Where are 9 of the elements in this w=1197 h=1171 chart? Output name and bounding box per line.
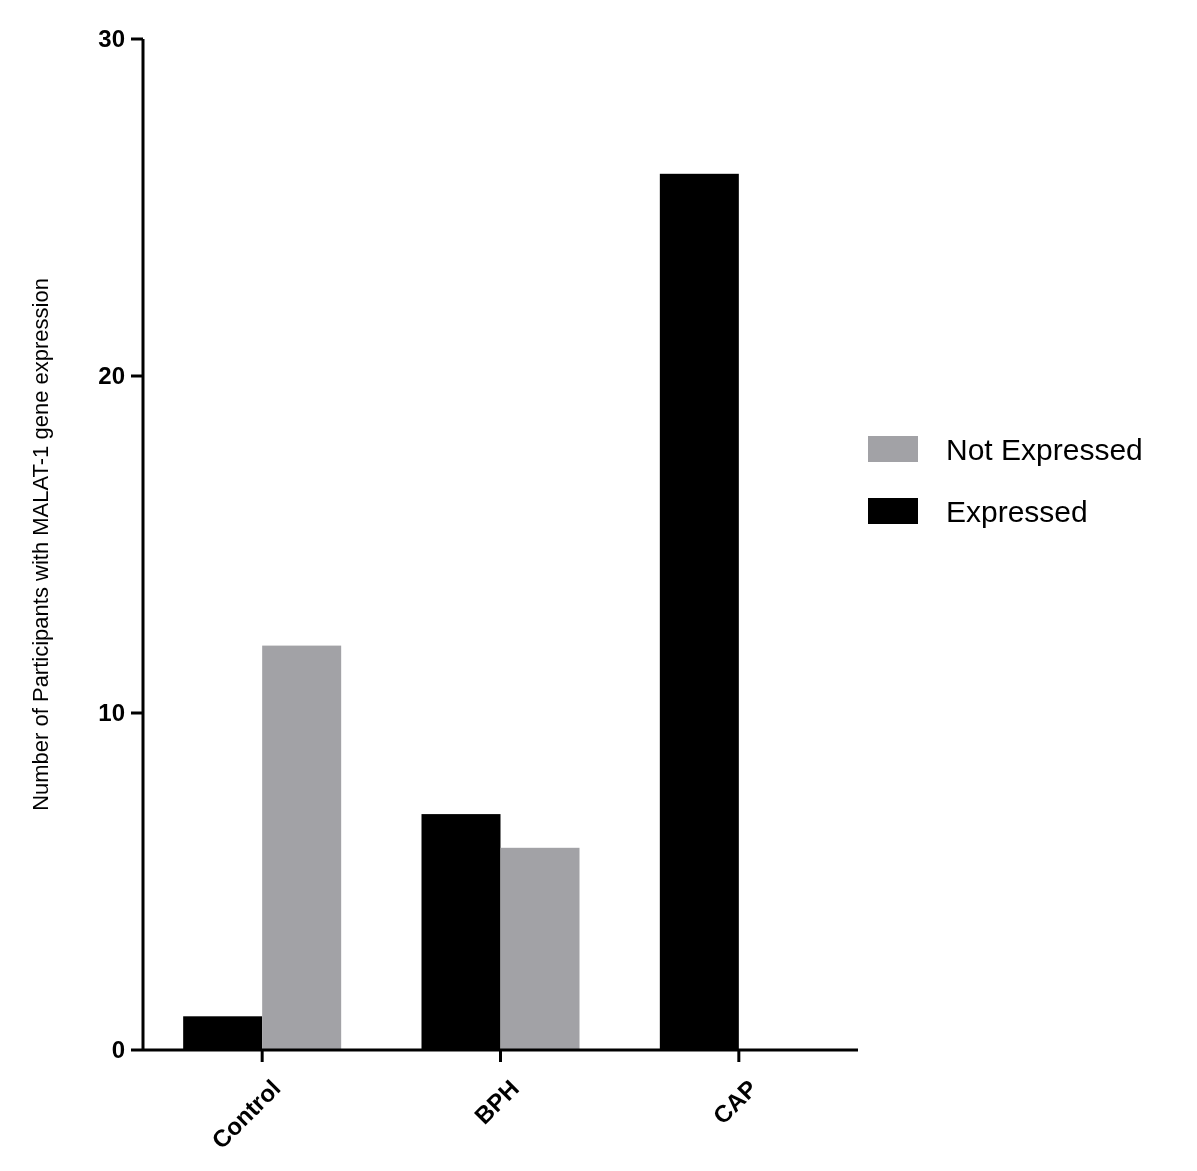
legend-label: Expressed [946, 494, 1088, 528]
bar [500, 847, 580, 1050]
y-tick-label: 20 [98, 362, 125, 390]
y-tick-label: 30 [98, 25, 125, 53]
y-axis-title: Number of Participants with MALAT-1 gene expression [28, 278, 53, 811]
y-tick-label: 10 [98, 699, 125, 727]
bar [262, 645, 342, 1050]
y-tick-label: 0 [111, 1036, 125, 1064]
legend-label: Not Expressed [946, 432, 1143, 466]
